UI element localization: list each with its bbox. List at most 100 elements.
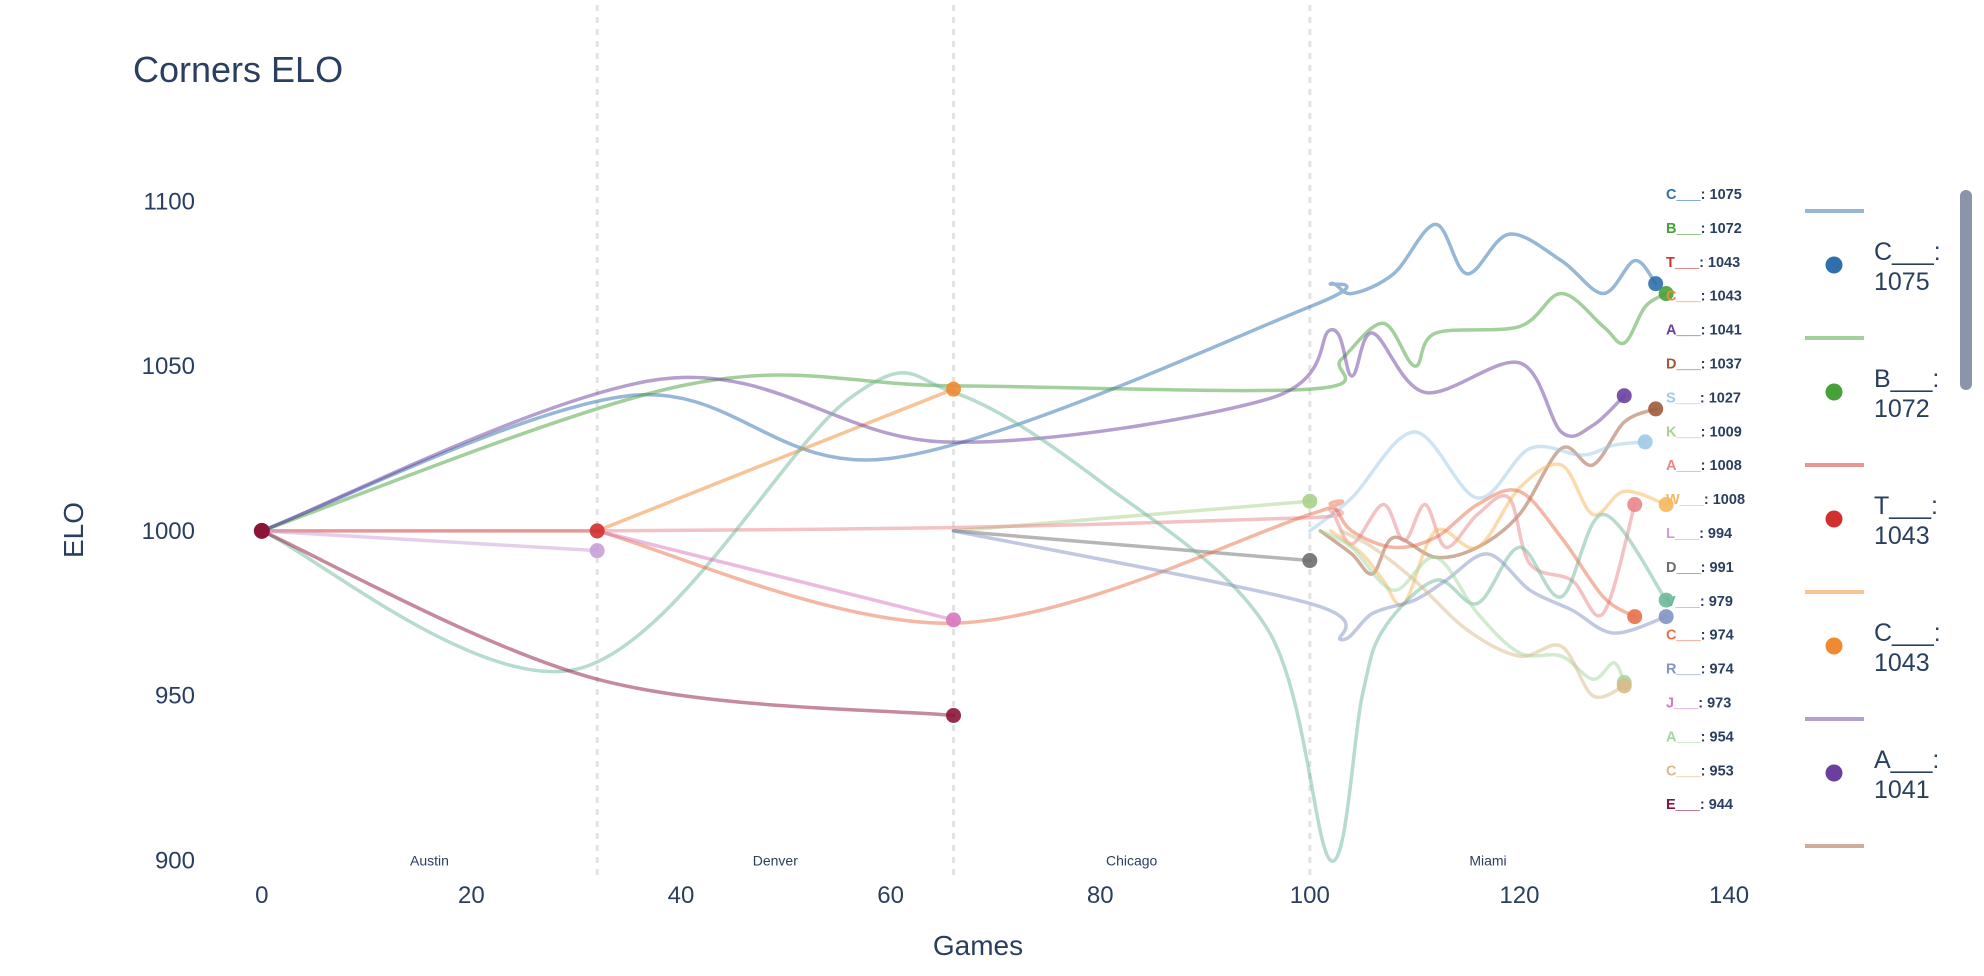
x-tick-label: 120 <box>1499 882 1539 909</box>
series-line <box>260 222 1658 533</box>
legend-marker-swatch <box>1825 383 1843 401</box>
legend-label: T___: <box>1874 492 1938 520</box>
series-end-marker <box>1627 609 1643 625</box>
end-label-name: W___ <box>1666 492 1705 508</box>
legend: C___:1075B___:1072T___:1043C___:1043A___… <box>1805 209 1941 848</box>
legend-label: C___: <box>1874 238 1941 266</box>
series-end-marker <box>946 381 961 397</box>
end-label-value: : 974 <box>1701 662 1734 678</box>
region-labels: Austin Denver Chicago Miami <box>410 853 1507 869</box>
end-label-value: : 979 <box>1700 594 1733 610</box>
end-label: E___: 944 <box>1666 797 1733 813</box>
series-line <box>1318 529 1626 685</box>
end-label-name: J___ <box>1666 696 1699 712</box>
x-tick-label: 140 <box>1709 882 1749 909</box>
end-label: T___: 1043 <box>1666 255 1740 271</box>
x-axis-title: Games <box>933 930 1023 961</box>
end-label: B___: 1072 <box>1666 221 1742 237</box>
end-label: C___: 1075 <box>1666 187 1742 203</box>
series-line <box>260 529 599 553</box>
end-label: C___: 953 <box>1666 763 1734 779</box>
series-markers <box>253 276 1674 723</box>
series-line <box>1318 407 1658 576</box>
series-end-marker <box>589 523 605 539</box>
end-label-value: : 944 <box>1700 797 1733 813</box>
region-label: Miami <box>1469 853 1506 869</box>
end-label-name: C___ <box>1666 289 1702 305</box>
end-label-name: V___ <box>1666 594 1701 610</box>
series-end-marker <box>1658 609 1674 625</box>
legend-value: 1041 <box>1874 776 1930 804</box>
end-label-value: : 991 <box>1701 560 1734 576</box>
series-line <box>260 328 1626 533</box>
legend-marker-swatch <box>1825 510 1843 528</box>
end-label-name: C___ <box>1666 187 1702 203</box>
end-label-value: : 1041 <box>1701 323 1742 339</box>
end-label: C___: 974 <box>1666 628 1734 644</box>
x-tick-label: 40 <box>668 882 695 909</box>
end-label-name: A___ <box>1666 323 1702 339</box>
end-label: A___: 1041 <box>1666 323 1742 339</box>
end-label: R___: 974 <box>1666 662 1734 678</box>
y-tick-label: 1050 <box>142 353 195 380</box>
end-label: D___: 1037 <box>1666 357 1742 373</box>
x-tick-label: 60 <box>877 882 904 909</box>
series-line <box>595 387 956 533</box>
end-label-name: D___ <box>1666 560 1702 576</box>
end-label: W___: 1008 <box>1666 492 1745 508</box>
legend-marker-swatch <box>1825 764 1843 782</box>
end-label-value: : 1009 <box>1701 424 1742 440</box>
region-label: Denver <box>753 853 798 869</box>
end-label-name: E___ <box>1666 797 1701 813</box>
y-axis-title: ELO <box>58 502 89 558</box>
end-label-name: B___ <box>1666 221 1702 237</box>
x-axis-ticks: 0 20 40 60 80 100 120 140 <box>255 882 1749 909</box>
end-label-value: : 974 <box>1701 628 1734 644</box>
end-label: C___: 1043 <box>1666 289 1742 305</box>
chart-title: Corners ELO <box>133 49 343 90</box>
legend-label: B___: <box>1874 365 1939 393</box>
x-tick-label: 100 <box>1290 882 1330 909</box>
end-label: V___: 979 <box>1666 594 1733 610</box>
end-label-value: : 973 <box>1698 696 1731 712</box>
legend-value: 1043 <box>1874 522 1930 550</box>
series-lines <box>260 222 1668 863</box>
series-end-marker <box>946 707 961 723</box>
end-label-name: A___ <box>1666 458 1702 474</box>
end-label: L___: 994 <box>1666 526 1732 542</box>
start-marker <box>253 522 270 539</box>
x-tick-label: 80 <box>1087 882 1114 909</box>
series-end-marker <box>1658 286 1674 302</box>
end-label-value: : 1072 <box>1701 221 1742 237</box>
end-label: A___: 954 <box>1666 729 1734 745</box>
x-tick-label: 20 <box>458 882 485 909</box>
end-label-value: : 1027 <box>1700 390 1741 406</box>
series-end-marker <box>589 543 605 559</box>
series-line <box>260 291 1668 533</box>
end-label-value: : 953 <box>1701 763 1734 779</box>
end-label-value: : 1037 <box>1701 357 1742 373</box>
y-tick-label: 950 <box>155 683 195 710</box>
end-label: A___: 1008 <box>1666 458 1742 474</box>
x-tick-label: 0 <box>255 882 268 909</box>
end-label-value: : 1008 <box>1701 458 1742 474</box>
series-end-marker <box>1302 493 1318 509</box>
legend-label: C___: <box>1874 619 1941 647</box>
end-label-value: : 1075 <box>1701 187 1742 203</box>
end-label-name: C___ <box>1666 628 1702 644</box>
series-end-marker <box>1637 434 1653 450</box>
end-label: J___: 973 <box>1666 696 1731 712</box>
series-end-marker <box>1302 553 1318 569</box>
end-label-name: K___ <box>1666 424 1702 440</box>
series-end-marker <box>1658 592 1674 608</box>
series-line <box>1308 430 1647 533</box>
legend-scrollbar[interactable] <box>1960 190 1972 390</box>
legend-label: A___: <box>1874 746 1939 774</box>
y-axis-ticks: 900 950 1000 1050 1100 <box>142 188 195 874</box>
legend-value: 1072 <box>1874 395 1930 423</box>
end-label-value: : 1043 <box>1701 289 1742 305</box>
end-label: D___: 991 <box>1666 560 1734 576</box>
end-label: S___: 1027 <box>1666 390 1741 406</box>
series-end-marker <box>1616 388 1632 404</box>
